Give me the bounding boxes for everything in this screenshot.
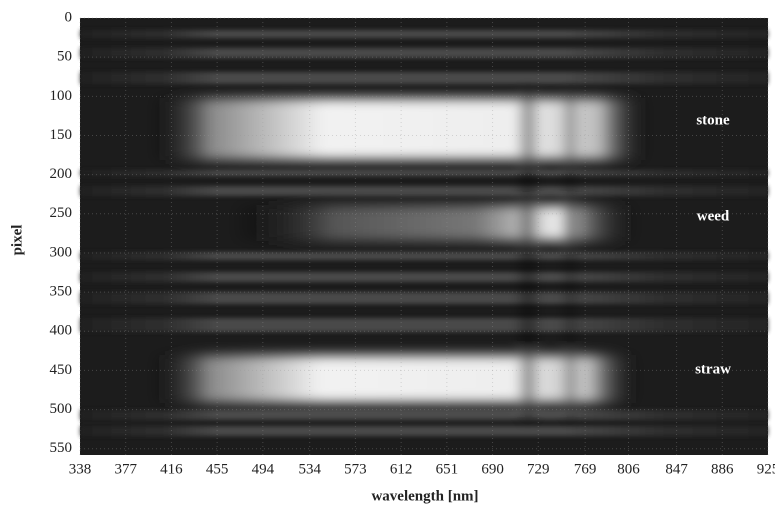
x-axis-title: wavelength [nm] — [371, 488, 478, 504]
y-tick-label: 550 — [50, 440, 73, 456]
y-tick-label: 150 — [50, 127, 73, 143]
x-tick-label: 847 — [665, 461, 688, 477]
x-tick-label: 377 — [114, 461, 137, 477]
x-tick-label: 769 — [574, 461, 597, 477]
x-tick-label: 651 — [436, 461, 459, 477]
x-tick-label: 416 — [160, 461, 183, 477]
y-tick-label: 500 — [50, 401, 73, 417]
x-tick-label: 729 — [527, 461, 550, 477]
x-tick-label: 573 — [344, 461, 367, 477]
x-tick-label: 534 — [298, 461, 321, 477]
y-tick-label: 100 — [50, 88, 73, 104]
y-tick-label: 400 — [50, 323, 73, 339]
spectral-image — [80, 18, 768, 455]
annotation: stone — [696, 112, 730, 128]
y-tick-label: 50 — [57, 49, 72, 65]
x-tick-label: 612 — [390, 461, 413, 477]
y-tick-label: 450 — [50, 362, 73, 378]
x-tick-label: 690 — [481, 461, 504, 477]
x-tick-label: 925 — [757, 461, 775, 477]
y-tick-label: 350 — [50, 284, 73, 300]
x-tick-label: 455 — [206, 461, 229, 477]
annotation: straw — [695, 361, 731, 377]
annotation: weed — [697, 208, 730, 224]
x-tick-label: 494 — [252, 461, 275, 477]
x-tick-label: 886 — [711, 461, 734, 477]
x-tick-label: 806 — [617, 461, 640, 477]
y-tick-label: 250 — [50, 205, 73, 221]
y-tick-label: 300 — [50, 244, 73, 260]
y-tick-label: 0 — [65, 9, 73, 25]
y-axis-title: pixel — [9, 225, 25, 256]
y-tick-label: 200 — [50, 166, 73, 182]
x-tick-label: 338 — [69, 461, 92, 477]
